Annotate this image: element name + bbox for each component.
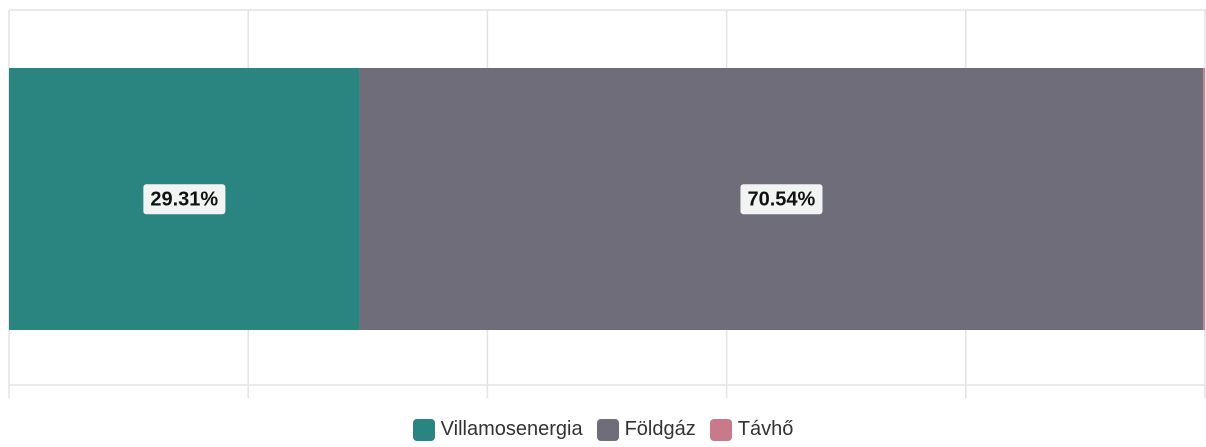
legend-item[interactable]: Távhő	[709, 418, 794, 441]
legend-label: Villamosenergia	[440, 418, 583, 440]
legend-swatch	[596, 418, 619, 441]
data-label: 29.31%	[150, 188, 218, 210]
legend-item[interactable]: Villamosenergia	[412, 418, 583, 441]
legend-item[interactable]: Földgáz	[596, 418, 696, 441]
legend-swatch	[412, 418, 435, 441]
chart: 29.31% 70.54%	[8, 9, 1206, 398]
legend-label: Távhő	[737, 418, 794, 440]
data-label-bg	[740, 184, 823, 215]
bar-segment	[1203, 68, 1205, 330]
legend-label: Földgáz	[624, 418, 696, 440]
legend-swatch	[709, 418, 732, 441]
data-label: 70.54%	[747, 188, 815, 210]
legend: Villamosenergia Földgáz Távhő	[0, 418, 1206, 441]
data-label-bg	[143, 184, 226, 215]
